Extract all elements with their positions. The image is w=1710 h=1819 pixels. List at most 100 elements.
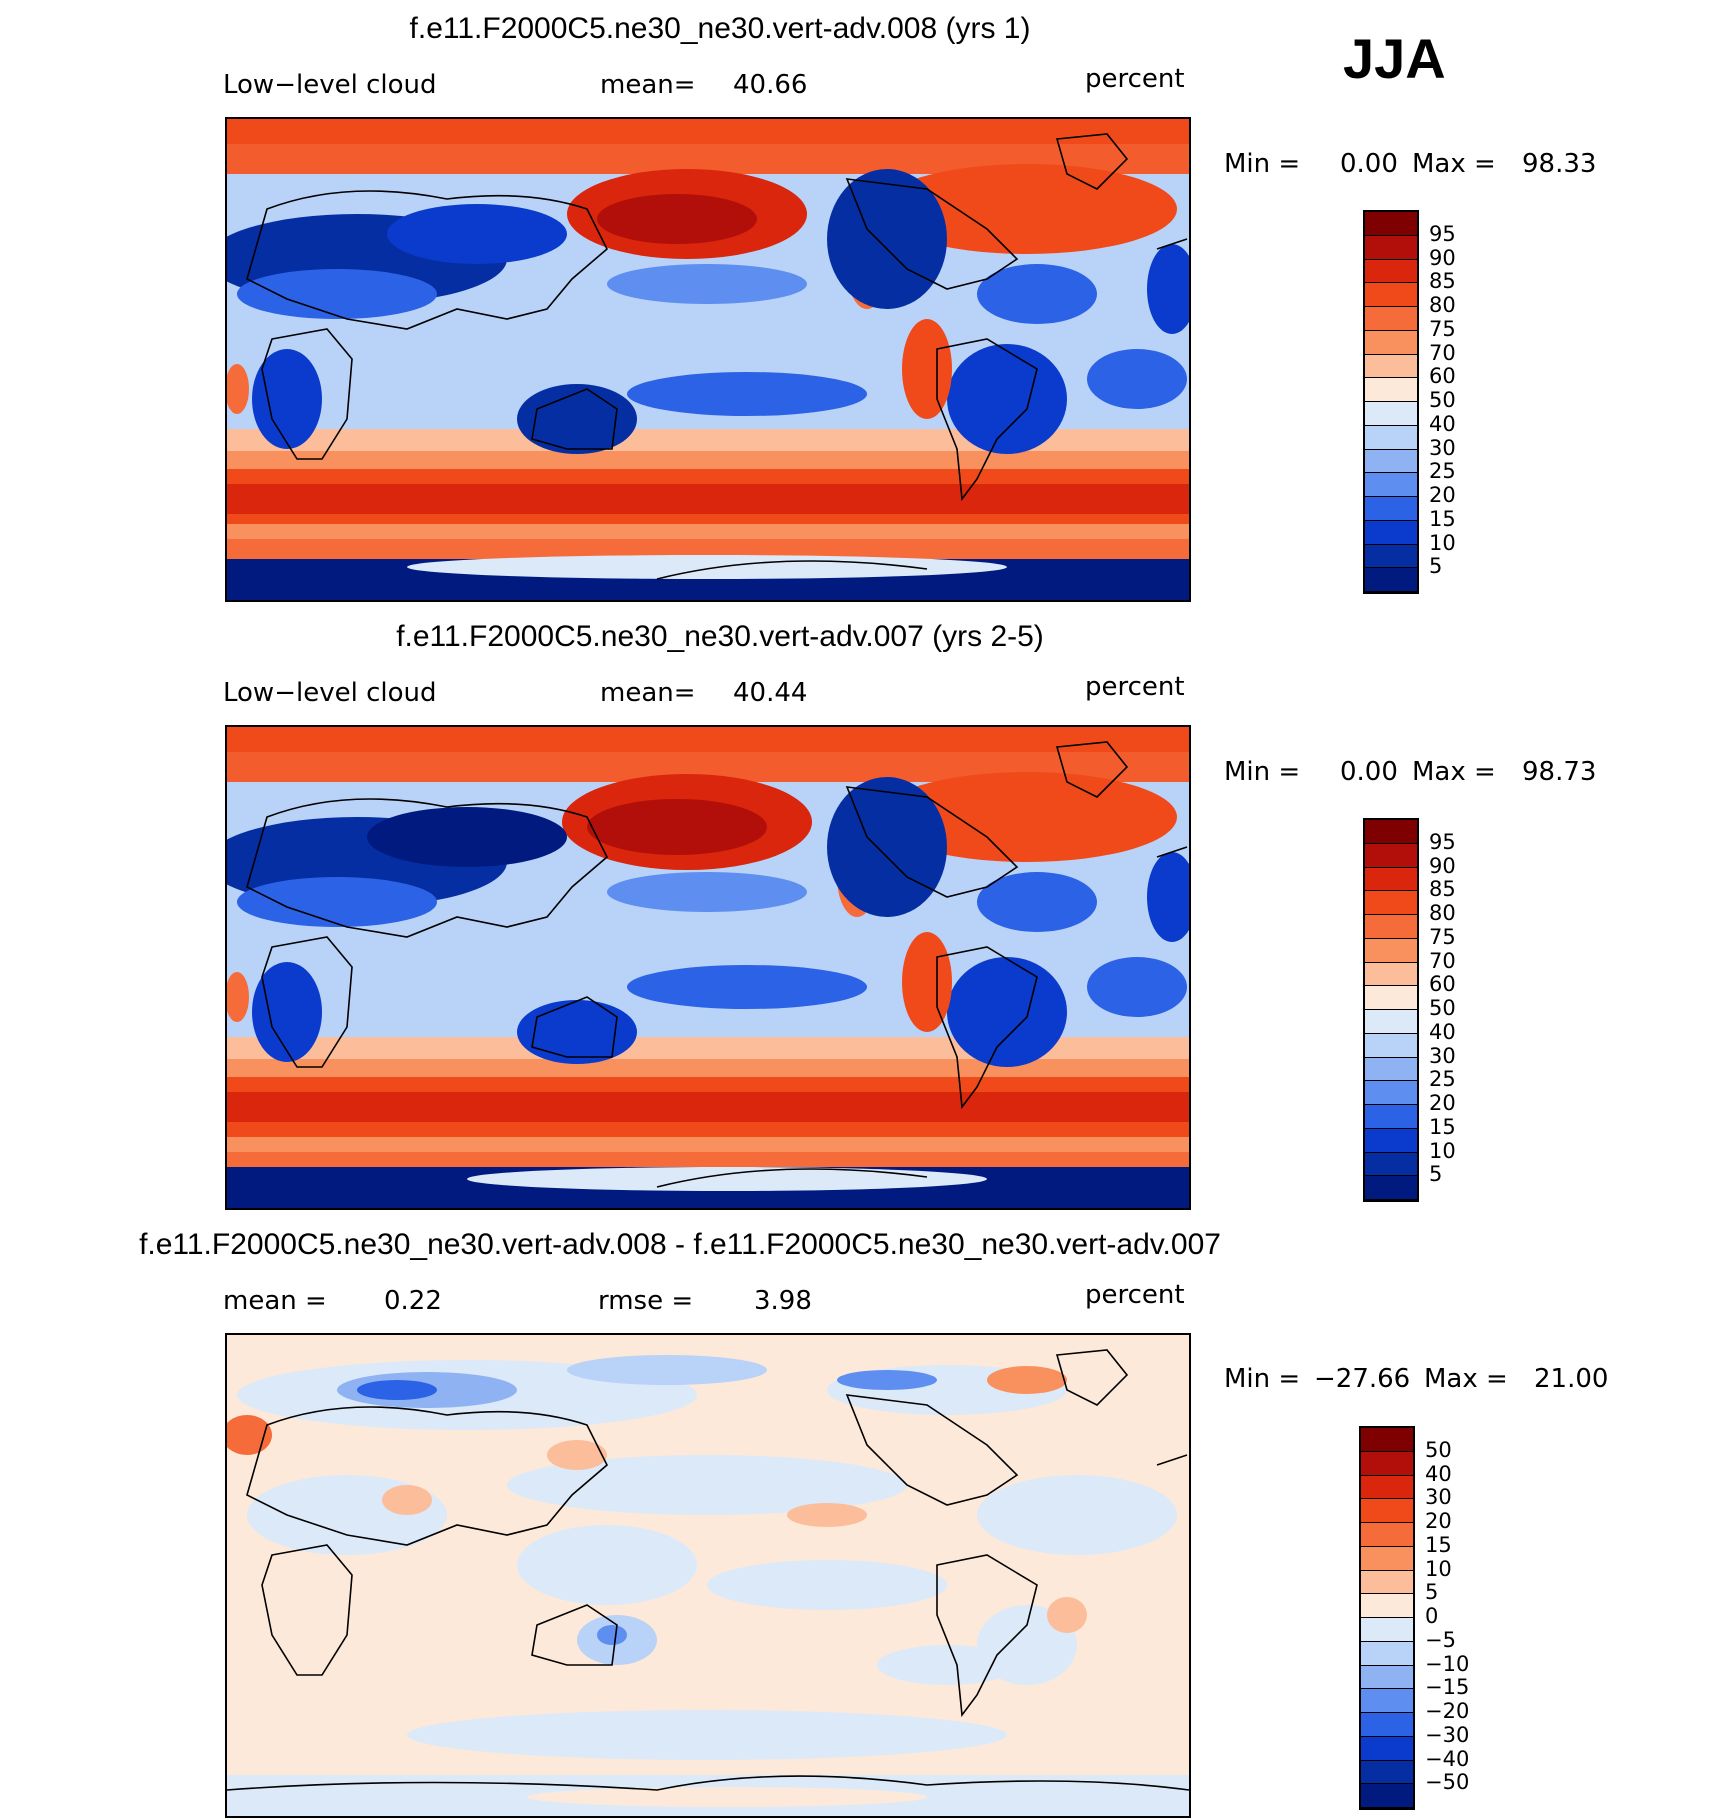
panel-3-max-label: Max = [1424,1364,1508,1394]
colorbar-swatch [1365,473,1417,497]
panel-3-min-value: −27.66 [1314,1364,1411,1394]
colorbar-tick-label: 5 [1429,554,1443,579]
colorbar-swatch [1365,212,1417,236]
colorbar-tick-label: 30 [1425,1485,1452,1510]
colorbar-swatch [1361,1523,1413,1547]
colorbar-swatch [1365,1057,1417,1082]
colorbar-tick-label: 10 [1429,530,1456,555]
colorbar-swatch [1365,1176,1417,1200]
colorbar-swatch [1361,1451,1413,1476]
colorbar-swatch [1361,1499,1413,1523]
colorbar-tick-label: 95 [1429,221,1456,246]
colorbar-swatch [1365,378,1417,402]
colorbar-tick-label: 80 [1429,293,1456,317]
colorbar-swatch [1365,820,1417,844]
colorbar-swatch [1365,867,1417,892]
colorbar-swatch [1361,1713,1413,1737]
panel-1-colorbar [1363,210,1419,594]
colorbar-swatch [1365,1105,1417,1129]
colorbar-tick-label: 40 [1425,1461,1452,1486]
colorbar-tick-label: 90 [1429,245,1456,270]
panel-1-max-value: 98.33 [1522,149,1597,179]
colorbar-swatch [1361,1736,1413,1761]
colorbar-swatch [1365,354,1417,379]
panel-3-map-field [227,1335,1189,1816]
panel-3-title: f.e11.F2000C5.ne30_ne30.vert-adv.008 - f… [139,1228,1221,1261]
colorbar-tick-label: 80 [1429,901,1456,925]
colorbar-swatch [1365,843,1417,868]
panel-1-min-label: Min = [1224,149,1301,179]
colorbar-tick-label: 90 [1429,853,1456,878]
panel-2-max-value: 98.73 [1522,757,1597,787]
colorbar-tick-label: −5 [1425,1627,1456,1652]
colorbar-swatch [1365,986,1417,1010]
colorbar-tick-label: 60 [1429,364,1456,389]
colorbar-tick-label: 40 [1429,411,1456,436]
colorbar-tick-label: 60 [1429,972,1456,997]
colorbar-tick-label: 5 [1425,1580,1439,1605]
colorbar-tick-label: 0 [1425,1604,1439,1628]
panel-2-min-label: Min = [1224,757,1301,787]
panel-3-rmse-label: rmse = [598,1286,694,1316]
colorbar-swatch [1361,1618,1413,1642]
panel-2-map-field [227,727,1189,1208]
panel-2-mean-value: 40.44 [733,678,808,708]
colorbar-swatch [1361,1689,1413,1713]
colorbar-swatch [1365,1010,1417,1034]
colorbar-tick-label: −20 [1425,1699,1470,1723]
colorbar-swatch [1361,1594,1413,1618]
colorbar-tick-label: −50 [1425,1770,1470,1795]
colorbar-tick-label: 30 [1429,1043,1456,1068]
colorbar-swatch [1365,1128,1417,1153]
panel-2-title: f.e11.F2000C5.ne30_ne30.vert-adv.007 (yr… [396,620,1044,653]
colorbar-swatch [1365,1152,1417,1177]
colorbar-tick-label: 20 [1429,1091,1456,1115]
colorbar-tick-label: 85 [1429,269,1456,294]
panel-2-colorbar [1363,818,1419,1202]
colorbar-tick-label: 15 [1429,506,1456,531]
colorbar-swatch [1365,544,1417,569]
colorbar-swatch [1365,962,1417,987]
colorbar-swatch [1365,915,1417,939]
panel-2-max-label: Max = [1412,757,1496,787]
colorbar-swatch [1361,1760,1413,1785]
panel-1-units: percent [1085,64,1185,94]
colorbar-swatch [1365,1033,1417,1058]
panel-3-min-label: Min = [1224,1364,1301,1394]
panel-3-rmse-value: 3.98 [754,1286,812,1316]
panel-3-map [225,1333,1191,1818]
colorbar-swatch [1365,235,1417,260]
colorbar-tick-label: −10 [1425,1651,1470,1676]
colorbar-tick-label: 50 [1429,388,1456,412]
colorbar-tick-label: 70 [1429,340,1456,365]
colorbar-tick-label: 70 [1429,948,1456,973]
colorbar-swatch [1365,497,1417,521]
panel-2-min-value: 0.00 [1340,757,1398,787]
colorbar-swatch [1365,568,1417,592]
colorbar-tick-label: 20 [1429,483,1456,507]
colorbar-tick-label: 40 [1429,1019,1456,1044]
panel-2-variable-label: Low−level cloud [223,678,437,708]
panel-1-max-label: Max = [1412,149,1496,179]
colorbar-swatch [1365,520,1417,545]
colorbar-tick-label: 95 [1429,829,1456,854]
colorbar-swatch [1361,1665,1413,1690]
colorbar-tick-label: −30 [1425,1722,1470,1747]
colorbar-tick-label: 25 [1429,1067,1456,1092]
colorbar-swatch [1365,1081,1417,1105]
panel-1-mean-label: mean= [600,70,696,100]
panel-2-map [225,725,1191,1210]
colorbar-swatch [1361,1784,1413,1808]
panel-3-mean-value: 0.22 [384,1286,442,1316]
panel-1-min-value: 0.00 [1340,149,1398,179]
colorbar-swatch [1365,425,1417,450]
panel-3-mean-label: mean = [223,1286,327,1316]
panel-3-max-value: 21.00 [1534,1364,1609,1394]
colorbar-tick-label: 50 [1425,1437,1452,1462]
colorbar-tick-label: 50 [1429,996,1456,1020]
colorbar-tick-label: 5 [1429,1162,1443,1187]
colorbar-tick-label: 30 [1429,435,1456,460]
season-label: JJA [1343,27,1446,90]
colorbar-tick-label: −40 [1425,1746,1470,1771]
panel-1-map-field [227,119,1189,600]
